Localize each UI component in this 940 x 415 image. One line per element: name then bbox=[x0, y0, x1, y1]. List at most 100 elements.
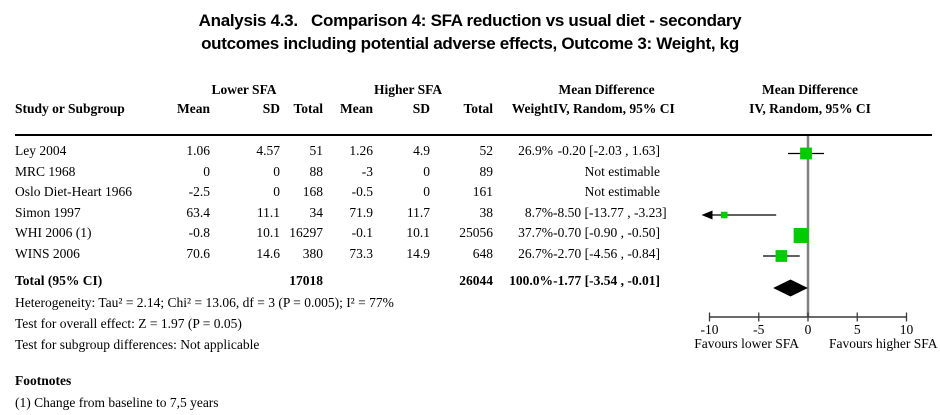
cell-total2: 38 bbox=[479, 204, 494, 220]
cell-weight bbox=[493, 162, 553, 183]
cell-ci: -2.70 [-4.56 , -0.84] bbox=[553, 245, 660, 261]
study-rows-table: Ley 2004 1.06 4.57 51 1.26 4.9 52 26.9% -0.20 [-… bbox=[15, 141, 667, 265]
cell-sd2: 0 bbox=[423, 163, 430, 179]
total-row: Total (95% CI) 17018 26044 100.0% -1.77 … bbox=[15, 271, 660, 291]
title-line-2: outcomes including potential adverse eff… bbox=[201, 34, 739, 53]
col-header-sd-higher: SD bbox=[412, 101, 431, 116]
cell-total2: 161 bbox=[472, 184, 493, 199]
cell-total1: 51 bbox=[309, 143, 324, 158]
effect-square-study-1 bbox=[800, 147, 812, 160]
cell-sd1: 0 bbox=[273, 184, 280, 199]
cell-mean1: 70.6 bbox=[186, 245, 210, 261]
heterogeneity-stat: Heterogeneity: Tau² = 2.14; Chi² = 13.06… bbox=[15, 295, 394, 310]
cell-ci: Not estimable bbox=[584, 163, 660, 179]
cell-mean2: 1.26 bbox=[349, 143, 373, 158]
x-axis-tick-label: 0 bbox=[805, 322, 812, 337]
cell-ci: -8.50 [-13.77 , -3.23] bbox=[553, 204, 667, 220]
spacer-cell bbox=[15, 80, 165, 99]
col-header-ci: IV, Random, 95% CI bbox=[553, 101, 675, 116]
total-weight: 100.0% bbox=[509, 273, 554, 288]
cell-mean1: -0.8 bbox=[188, 225, 210, 240]
subgroup-test-stat: Test for subgroup differences: Not appli… bbox=[15, 337, 260, 352]
page-title: Analysis 4.3. Comparison 4: SFA reductio… bbox=[0, 9, 940, 55]
cell-ci: -0.70 [-0.90 , -0.50] bbox=[553, 225, 660, 240]
cell-study: WINS 2006 bbox=[15, 245, 80, 261]
study-row-5: WHI 2006 (1) -0.8 10.1 16297 -0.1 10.1 25056 37… bbox=[15, 223, 660, 244]
cell-sd2: 14.9 bbox=[406, 245, 430, 261]
header-separator-line bbox=[15, 134, 932, 136]
cell-total1: 88 bbox=[309, 163, 324, 179]
study-row-2: MRC 1968 0 0 88 -3 0 89 Not estimable bbox=[15, 162, 660, 183]
study-row-6: WINS 2006 70.6 14.6 380 73.3 14.9 648 26.7% -2.7… bbox=[15, 244, 660, 265]
cell-study: Ley 2004 bbox=[15, 143, 67, 158]
cell-study: Oslo Diet-Heart 1966 bbox=[15, 184, 132, 199]
plot-header-md: Mean Difference bbox=[761, 82, 859, 97]
column-header-row: Study or Subgroup Mean SD Total Mean SD … bbox=[15, 99, 675, 118]
cell-mean2: -0.5 bbox=[351, 184, 373, 199]
cell-mean2: 73.3 bbox=[349, 245, 373, 261]
cell-sd2: 4.9 bbox=[413, 143, 430, 158]
cell-sd2: 0 bbox=[423, 184, 430, 199]
cell-sd1: 14.6 bbox=[256, 245, 280, 261]
x-axis-tick-label: -5 bbox=[753, 322, 764, 337]
cell-mean1: 0 bbox=[203, 163, 210, 179]
cell-total1: 380 bbox=[302, 245, 323, 261]
forest-plot-graphic: -10 -5 0 5 10 Favours lower SFA Favours higher… bbox=[694, 136, 938, 351]
cell-study: WHI 2006 (1) bbox=[15, 225, 92, 240]
study-row-3: Oslo Diet-Heart 1966 -2.5 0 168 -0.5 0 161 Not … bbox=[15, 182, 660, 203]
cell-sd1: 0 bbox=[273, 163, 280, 179]
cell-mean1: 1.06 bbox=[186, 143, 210, 158]
cell-ci: Not estimable bbox=[584, 184, 660, 199]
spacer-cell bbox=[493, 80, 553, 99]
favours-right-label: Favours higher SFA bbox=[829, 336, 938, 351]
table-header: Lower SFA Higher SFA Mean Difference Stu… bbox=[15, 80, 675, 118]
cell-total2: 25056 bbox=[459, 225, 493, 240]
title-line-1: Analysis 4.3. Comparison 4: SFA reductio… bbox=[198, 11, 742, 30]
cell-study: MRC 1968 bbox=[15, 163, 76, 179]
cell-sd1: 11.1 bbox=[256, 204, 280, 220]
cell-mean1: -2.5 bbox=[188, 184, 210, 199]
cell-total1: 34 bbox=[309, 204, 324, 220]
total-participants-lower: 17018 bbox=[289, 273, 324, 288]
cell-mean2: 71.9 bbox=[349, 204, 373, 220]
col-header-total-lower: Total bbox=[293, 101, 324, 116]
footnote-1: (1) Change from baseline to 7,5 years bbox=[15, 395, 219, 410]
col-header-mean-lower: Mean bbox=[177, 101, 210, 116]
cell-total2: 89 bbox=[479, 163, 494, 179]
pooled-effect-diamond bbox=[773, 279, 808, 297]
md-column-header: Mean Difference bbox=[558, 82, 655, 97]
group-header-lower-sfa: Lower SFA bbox=[211, 82, 277, 97]
cell-study: Simon 1997 bbox=[15, 204, 81, 220]
total-label: Total (95% CI) bbox=[15, 273, 103, 288]
effect-square-study-5 bbox=[793, 228, 809, 243]
cell-total1: 168 bbox=[302, 184, 323, 199]
total-participants-higher: 26044 bbox=[459, 273, 494, 288]
plot-header: Mean Difference IV, Random, 95% CI bbox=[700, 80, 920, 118]
left-truncation-arrow-icon bbox=[701, 210, 713, 220]
x-axis-tick-label: -10 bbox=[701, 322, 719, 337]
cell-ci: -0.20 [-2.03 , 1.63] bbox=[557, 143, 660, 158]
cell-weight: 37.7% bbox=[518, 225, 553, 240]
cell-sd1: 10.1 bbox=[256, 225, 280, 240]
cell-mean2: -0.1 bbox=[351, 225, 373, 240]
overall-effect-stat: Test for overall effect: Z = 1.97 (P = 0… bbox=[15, 316, 242, 331]
cell-weight: 26.7% bbox=[518, 245, 553, 261]
cell-total1: 16297 bbox=[289, 225, 323, 240]
cell-sd2: 11.7 bbox=[406, 204, 430, 220]
col-header-total-higher: Total bbox=[463, 101, 494, 116]
effect-square-study-6 bbox=[775, 250, 788, 262]
col-header-weight: Weight bbox=[511, 101, 554, 116]
cell-mean1: 63.4 bbox=[186, 204, 210, 220]
group-header-row: Lower SFA Higher SFA Mean Difference bbox=[15, 80, 660, 99]
effect-square-study-4 bbox=[721, 211, 728, 219]
cell-sd1: 4.57 bbox=[256, 143, 280, 158]
favours-left-label: Favours lower SFA bbox=[694, 336, 799, 351]
col-header-study: Study or Subgroup bbox=[15, 101, 125, 116]
plot-header-ci: IV, Random, 95% CI bbox=[749, 101, 871, 116]
cell-weight: 8.7% bbox=[524, 204, 553, 220]
col-header-mean-higher: Mean bbox=[340, 101, 374, 116]
group-header-higher-sfa: Higher SFA bbox=[373, 82, 443, 97]
spacer-cell bbox=[323, 271, 430, 291]
cell-total2: 52 bbox=[479, 143, 494, 158]
